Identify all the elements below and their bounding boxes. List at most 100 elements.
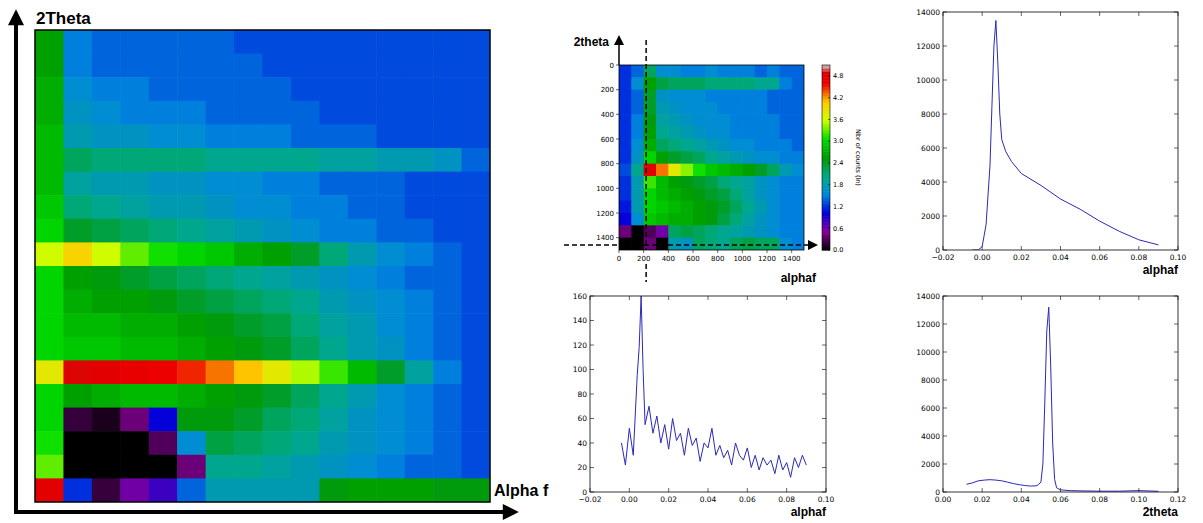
heat-cell: [656, 188, 669, 201]
tick: [590, 443, 594, 444]
heat-cell: [263, 408, 292, 432]
colorbar-strip: [822, 173, 830, 177]
heat-cell: [348, 431, 377, 455]
heat-cell: [149, 313, 178, 337]
tick: [943, 380, 947, 381]
heat-cell: [405, 172, 434, 196]
heat-cell: [656, 164, 669, 177]
tick: [826, 296, 827, 300]
heat-cell: [705, 151, 718, 164]
heat-cell: [433, 242, 462, 266]
heat-cell: [63, 148, 92, 172]
heat-cell: [755, 77, 768, 90]
heat-cell: [619, 176, 632, 189]
heat-cell: [693, 164, 706, 177]
heat-cell: [177, 30, 206, 54]
heat-cell: [462, 360, 490, 384]
heat-cell: [177, 384, 206, 408]
tick: [786, 488, 787, 492]
heat-cell: [681, 77, 694, 90]
heat-cell: [177, 101, 206, 125]
heat-cell: [792, 164, 804, 177]
heat-cell: [742, 139, 755, 152]
heat-cell: [120, 124, 149, 148]
tick: [1178, 246, 1179, 250]
heat-cell: [63, 54, 92, 78]
heat-cell: [177, 313, 206, 337]
heat-cell: [319, 101, 348, 125]
heat-cell: [705, 77, 718, 90]
heat-cell: [348, 242, 377, 266]
plot-area: [943, 12, 1178, 250]
heat-cell: [718, 225, 731, 238]
tick: [1174, 296, 1178, 297]
colorbar-frame: [822, 65, 830, 250]
tick-label: 1.8: [833, 181, 843, 189]
tick: [1021, 488, 1022, 492]
heat-cell: [693, 238, 706, 250]
heat-cell: [291, 77, 320, 101]
colorbar-strip: [822, 222, 830, 226]
colorbar-strip: [822, 185, 830, 189]
heat-cell: [705, 225, 718, 238]
heat-cell: [730, 176, 743, 189]
heat-cell: [705, 213, 718, 226]
heat-cell: [291, 290, 320, 314]
heat-cell: [405, 77, 434, 101]
heat-cell: [319, 313, 348, 337]
tick-label: 1200: [758, 255, 776, 263]
heat-cell: [234, 124, 263, 148]
tick-label: 4.2: [833, 94, 843, 102]
heat-cell: [206, 431, 235, 455]
heat-cell: [35, 242, 64, 266]
heat-cell: [376, 266, 405, 290]
colorbar-strip: [822, 213, 830, 217]
tick: [1099, 246, 1100, 250]
heat-cell: [263, 266, 292, 290]
heat-cell: [291, 478, 320, 502]
heat-cell: [120, 172, 149, 196]
heat-cell: [619, 114, 632, 127]
heat-cell: [693, 102, 706, 115]
tick: [1138, 488, 1139, 492]
heat-cell: [779, 77, 792, 90]
heat-cell: [755, 201, 768, 214]
heat-cell: [35, 290, 64, 314]
plot-lines: [621, 296, 806, 477]
heat-cell: [779, 127, 792, 140]
heat-cell: [35, 195, 64, 219]
tick-label: 0.0: [833, 246, 843, 254]
heat-cell: [767, 213, 780, 226]
tick: [1060, 12, 1061, 16]
heat-cell: [433, 360, 462, 384]
heat-cell: [63, 478, 92, 502]
heat-cell: [631, 164, 644, 177]
colorbar-strip: [822, 139, 830, 143]
heat-cell: [619, 77, 632, 90]
tick: [590, 418, 594, 419]
tick: [1174, 216, 1178, 217]
heat-cell: [433, 172, 462, 196]
tick: [1174, 250, 1178, 251]
tick: [590, 296, 594, 297]
heat-cell: [35, 101, 64, 125]
heat-cell: [730, 65, 743, 78]
heat-cell: [462, 337, 490, 361]
heat-cell: [462, 77, 490, 101]
heat-cell: [767, 139, 780, 152]
tick-label: 0: [617, 255, 621, 263]
colorbar-strip: [822, 117, 830, 121]
heat-cell: [693, 139, 706, 152]
heat-cell: [206, 54, 235, 78]
tick: [616, 237, 619, 238]
axis-title: Alpha f: [494, 482, 549, 499]
heat-cell: [718, 188, 731, 201]
heat-cell: [619, 90, 632, 103]
colorbar-strip: [822, 198, 830, 202]
frame: [35, 30, 490, 502]
heat-cell: [767, 238, 780, 250]
heat-cell: [693, 65, 706, 78]
heat-cell: [730, 151, 743, 164]
heat-cell: [319, 360, 348, 384]
heat-cell: [177, 77, 206, 101]
